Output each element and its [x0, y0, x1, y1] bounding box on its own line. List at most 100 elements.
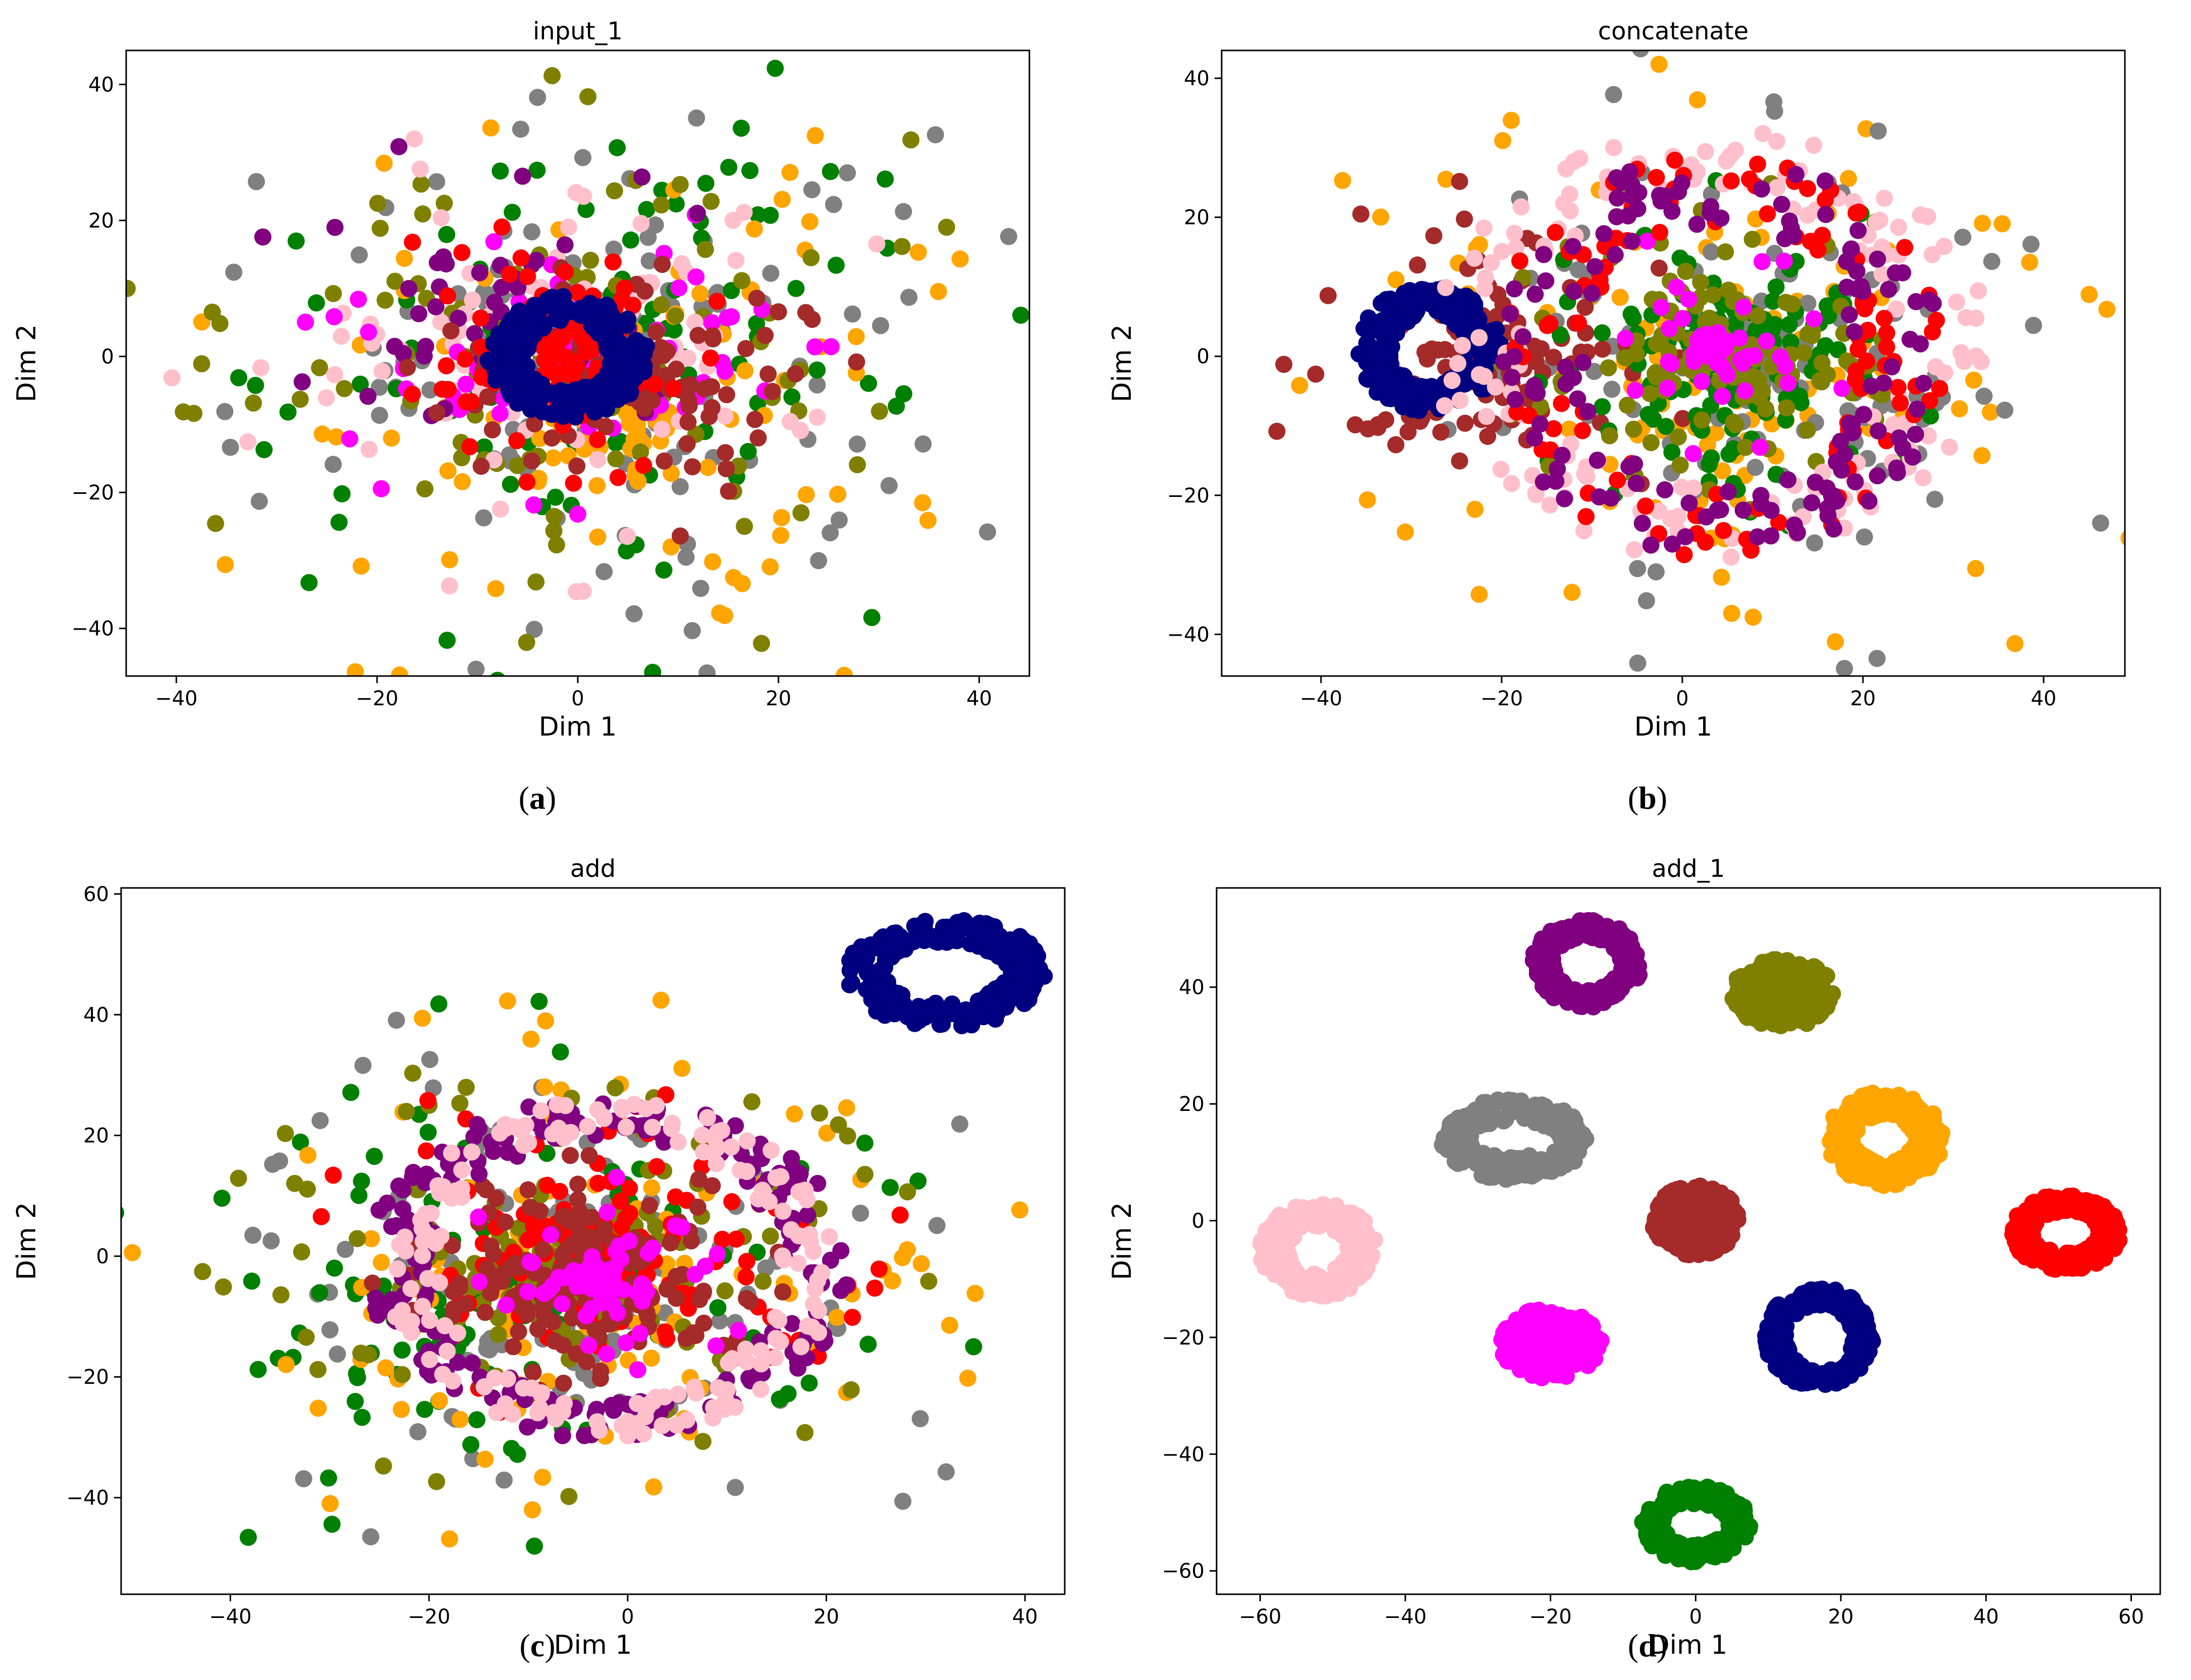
point-pink	[752, 1355, 770, 1373]
point-gray	[523, 223, 540, 241]
point-brown	[689, 1198, 706, 1216]
point-pink	[808, 408, 826, 426]
point-purple	[1670, 183, 1687, 200]
point-brown	[562, 1147, 579, 1164]
point-pink	[589, 451, 607, 469]
point-magenta	[1692, 327, 1710, 345]
point-purple	[1779, 471, 1797, 488]
point-green	[546, 488, 564, 506]
x-tick-label: 20	[765, 687, 791, 710]
point-navy	[614, 344, 632, 362]
chart-title: input_1	[533, 17, 623, 45]
point-purple	[1863, 377, 1880, 395]
point-red	[439, 287, 456, 305]
point-gray	[711, 1312, 729, 1330]
point-orange	[1689, 91, 1706, 108]
point-pink	[555, 1129, 573, 1147]
point-magenta	[1754, 253, 1771, 270]
point-brown	[442, 322, 460, 340]
point-orange	[1611, 289, 1629, 306]
point-green	[503, 1440, 520, 1458]
point-brown	[485, 1245, 503, 1263]
point-green	[279, 403, 297, 421]
point-brown	[737, 340, 755, 357]
point-magenta	[498, 1296, 515, 1314]
point-red	[519, 268, 536, 286]
point-green	[333, 485, 351, 502]
point-orange	[899, 1241, 916, 1259]
point-olive	[607, 1079, 624, 1097]
point-olive	[753, 635, 771, 652]
point-olive	[802, 249, 820, 266]
point-olive	[606, 182, 623, 200]
point-olive	[1625, 420, 1642, 438]
point-pink	[391, 1236, 408, 1254]
point-olive	[489, 1326, 507, 1343]
point-pink	[792, 1338, 810, 1356]
point-brown	[524, 1364, 542, 1381]
y-axis-label: Dim 2	[1107, 324, 1137, 403]
point-orange	[476, 1450, 494, 1468]
point-magenta	[1805, 310, 1823, 327]
point-red	[557, 263, 574, 281]
y-tick-label: 20	[83, 1125, 109, 1148]
point-purple	[427, 298, 445, 316]
y-tick-label: −40	[72, 618, 114, 641]
point-navy	[618, 316, 636, 334]
point-green	[490, 671, 505, 676]
point-navy	[1452, 307, 1470, 325]
point-green	[828, 256, 845, 274]
point-pink	[453, 1189, 471, 1206]
point-olive	[291, 390, 309, 408]
point-red	[1759, 205, 1776, 222]
point-magenta	[723, 308, 740, 325]
point-purple	[838, 1276, 855, 1294]
point-green	[1701, 456, 1718, 473]
point-orange	[1011, 1201, 1029, 1219]
point-purple	[1842, 241, 1859, 259]
point-purple	[1880, 281, 1897, 298]
point-green	[300, 574, 318, 591]
point-orange	[734, 575, 751, 592]
point-orange	[912, 1255, 930, 1272]
point-orange	[531, 430, 549, 447]
point-orange	[745, 220, 763, 238]
point-gray	[1975, 387, 1993, 405]
point-green	[821, 163, 839, 180]
point-pink	[1890, 218, 1907, 236]
point-brown	[1369, 419, 1387, 436]
point-pink	[738, 1132, 756, 1150]
point-pink	[449, 1324, 466, 1342]
point-purple	[390, 138, 408, 155]
point-olive	[126, 279, 136, 297]
point-brown	[700, 408, 718, 425]
y-tick-label: 40	[1184, 67, 1210, 90]
point-red	[1742, 541, 1760, 559]
point-purple	[1848, 262, 1866, 280]
point-red	[512, 249, 530, 267]
point-pink	[685, 1378, 703, 1396]
point-navy	[500, 376, 518, 393]
point-olive	[185, 405, 203, 422]
point-pink	[532, 1102, 550, 1119]
point-purple	[1908, 401, 1926, 418]
point-green	[653, 182, 671, 199]
point-purple	[1870, 422, 1887, 440]
point-pink	[1436, 397, 1453, 415]
point-red	[1651, 223, 1669, 241]
point-red	[1878, 338, 1895, 356]
point-purple	[1537, 272, 1555, 290]
point-red	[1574, 422, 1592, 439]
point-navy	[978, 924, 996, 941]
point-olive	[412, 175, 430, 193]
point-gray	[248, 173, 265, 190]
point-purple	[1612, 938, 1629, 956]
point-pink	[579, 1117, 596, 1135]
x-tick-label: 0	[621, 1605, 634, 1629]
point-gray	[295, 1470, 312, 1488]
point-magenta	[470, 1208, 487, 1226]
point-pink	[1927, 358, 1944, 376]
point-red	[723, 1193, 741, 1210]
